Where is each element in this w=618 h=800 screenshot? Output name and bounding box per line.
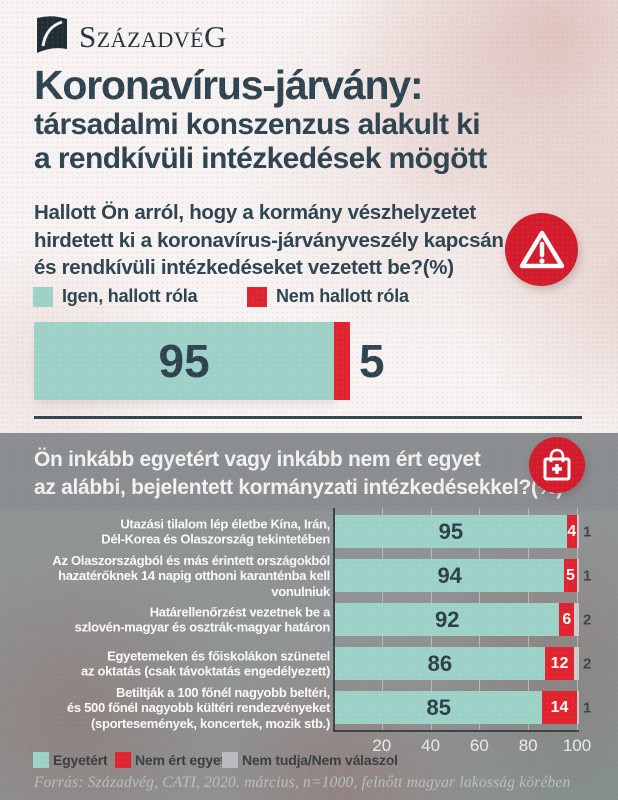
- measure-label: Utazási tilalom lép életbe Kína, Irán, D…: [101, 516, 330, 547]
- legend-q2-agree: Egyetért: [33, 752, 108, 768]
- q1-stacked-bar: 95 5: [34, 322, 385, 400]
- szazadveg-logo-icon: [34, 13, 70, 60]
- measure-label: Határellenőrzést vezetnek be a szlovén-m…: [74, 604, 331, 635]
- disagree-bar: 5: [564, 559, 577, 592]
- agree-bar: 92: [335, 603, 560, 636]
- medical-bag-icon: [529, 437, 585, 493]
- legend-q2-dk: Nem tudja/Nem válaszol: [222, 752, 398, 768]
- legend-swatch-gray: [222, 752, 238, 768]
- measure-row: Egyetemeken és főiskolákon szünetel az o…: [0, 647, 618, 680]
- measure-label: Egyetemeken és főiskolákon szünetel az o…: [81, 648, 330, 679]
- measure-row: Határellenőrzést vezetnek be a szlovén-m…: [0, 603, 618, 636]
- measure-label: Az Olaszországból és más érintett ország…: [52, 552, 330, 599]
- x-axis-line: [333, 730, 579, 732]
- title-line-2: társadalmi konszenzus alakult ki: [34, 108, 481, 141]
- question-2-text: Ön inkább egyetért vagy inkább nem ért e…: [34, 448, 563, 499]
- measure-bars: 95 4: [335, 515, 579, 548]
- brand-logo: SzázadvéG: [34, 13, 227, 60]
- measure-bars: 86 12: [335, 647, 579, 680]
- q1-no-segment: [334, 322, 350, 400]
- measure-bars: 85 14: [335, 691, 579, 724]
- legend-label: Egyetért: [53, 752, 108, 768]
- dk-bar: [576, 691, 579, 724]
- measure-bars: 94 5: [335, 559, 579, 592]
- title-line-3: a rendkívüli intézkedések mögött: [34, 142, 487, 175]
- dk-value: 2: [583, 611, 592, 628]
- measure-row: Az Olaszországból és más érintett ország…: [0, 552, 618, 598]
- disagree-bar: 14: [542, 691, 577, 724]
- disagree-bar: 12: [544, 647, 575, 680]
- axis-tick-label: 60: [469, 736, 489, 755]
- legend-swatch-teal: [33, 286, 53, 307]
- agree-bar: 85: [335, 691, 543, 724]
- legend-swatch-red: [115, 752, 131, 768]
- brand-name: SzázadvéG: [79, 19, 227, 54]
- section-divider: [34, 416, 582, 419]
- question-2-band: [0, 433, 618, 511]
- agree-bar: 94: [335, 559, 565, 592]
- legend-label: Nem hallott róla: [276, 286, 409, 306]
- dk-bar: [574, 647, 579, 680]
- agree-bar: 86: [335, 647, 545, 680]
- dk-value: 1: [583, 699, 592, 716]
- axis-tick-label: 20: [372, 736, 392, 755]
- axis-tick-label: 40: [421, 736, 441, 755]
- bottom-section: Ön inkább egyetért vagy inkább nem ért e…: [0, 433, 618, 800]
- measure-label: Betiltják a 100 főnél nagyobb beltéri, é…: [66, 684, 330, 731]
- legend-swatch-teal: [33, 752, 49, 768]
- dk-bar: [576, 515, 579, 548]
- measure-row: Utazási tilalom lép életbe Kína, Irán, D…: [0, 515, 618, 548]
- q1-no-value-label: 5: [358, 335, 385, 387]
- legend-q1-yes: Igen, hallott róla: [33, 286, 198, 307]
- legend-label: Nem tudja/Nem válaszol: [242, 752, 398, 768]
- page-title: Koronavírus-járvány: társadalmi konszenz…: [34, 62, 487, 176]
- dk-bar: [576, 559, 579, 592]
- measure-bars: 92 6: [335, 603, 579, 636]
- dk-value: 2: [583, 655, 592, 672]
- dk-value: 1: [583, 523, 592, 540]
- disagree-bar: 6: [559, 603, 575, 636]
- legend-label: Igen, hallott róla: [62, 286, 198, 306]
- agree-bar: 95: [335, 515, 567, 548]
- legend-label: Nem ért egyet: [135, 752, 225, 768]
- legend-q2-disagree: Nem ért egyet: [115, 752, 225, 768]
- q1-yes-segment: 95: [34, 322, 335, 400]
- question-1-text: Hallott Ön arról, hogy a kormány vészhel…: [34, 201, 504, 279]
- measure-row: Betiltják a 100 főnél nagyobb beltéri, é…: [0, 684, 618, 730]
- source-note: Forrás: Századvég, CATI, 2020. március, …: [34, 774, 571, 791]
- title-line-1: Koronavírus-járvány:: [34, 62, 424, 108]
- dk-bar: [574, 603, 579, 636]
- disagree-bar: 4: [566, 515, 577, 548]
- q2-plot: Utazási tilalom lép életbe Kína, Irán, D…: [0, 508, 618, 800]
- axis-tick-label: 80: [518, 736, 538, 755]
- legend-swatch-red: [247, 286, 267, 307]
- warning-triangle-icon: [505, 213, 578, 286]
- axis-tick-label: 100: [562, 736, 592, 755]
- dk-value: 1: [583, 567, 592, 584]
- legend-q1-no: Nem hallott róla: [247, 286, 409, 307]
- y-axis-line: [333, 508, 335, 732]
